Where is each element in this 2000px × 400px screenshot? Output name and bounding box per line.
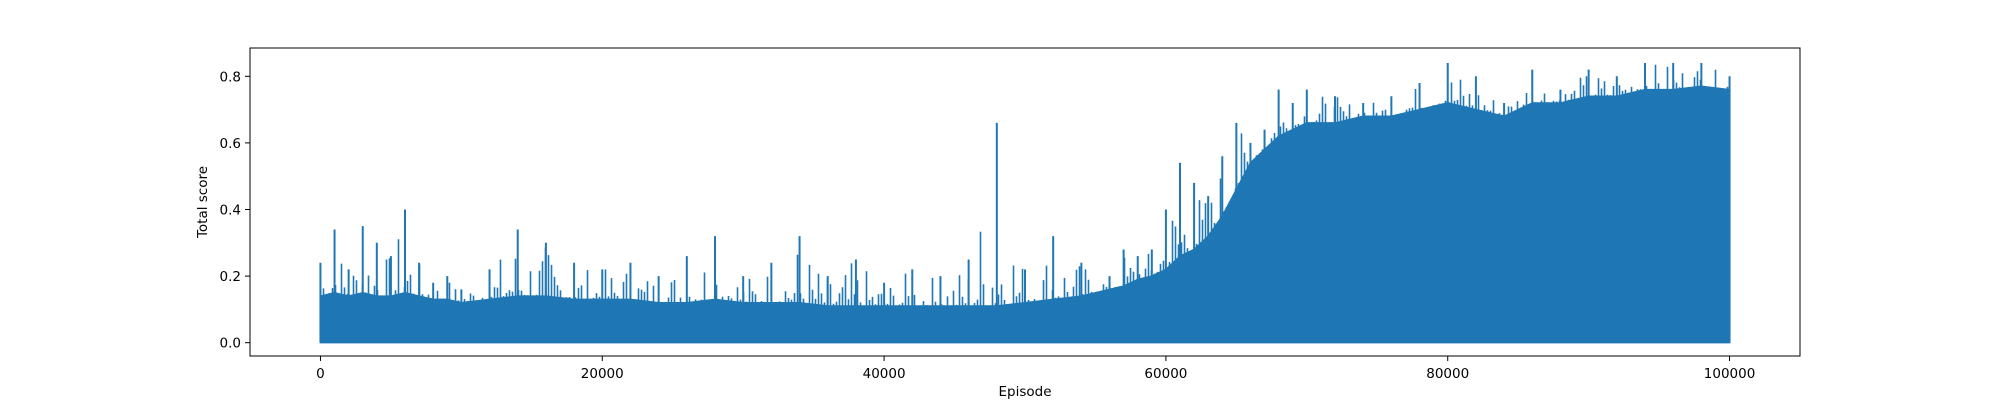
y-axis: 0.0 0.2 0.4 0.6 0.8	[220, 69, 250, 352]
y-tick-label: 0.0	[220, 336, 241, 352]
y-tick-label: 0.2	[220, 269, 241, 285]
series-line	[319, 64, 1729, 343]
y-tick-label: 0.6	[220, 136, 241, 152]
x-tick-label: 40000	[863, 366, 906, 382]
x-axis-label: Episode	[998, 384, 1051, 400]
x-tick-label: 100000	[1704, 366, 1756, 382]
plot-frame	[249, 47, 1801, 357]
x-tick-label: 60000	[1144, 366, 1187, 382]
x-axis: 0 20000 40000 60000 80000 100000	[316, 356, 1755, 382]
series-layer	[319, 62, 1731, 344]
x-tick-label: 20000	[581, 366, 624, 382]
plot-area	[249, 47, 1801, 357]
y-tick-label: 0.8	[220, 69, 241, 85]
y-axis-label: Total score	[195, 166, 211, 239]
x-tick-label: 0	[316, 366, 325, 382]
y-tick-label: 0.4	[220, 202, 241, 218]
x-tick-label: 80000	[1426, 366, 1469, 382]
